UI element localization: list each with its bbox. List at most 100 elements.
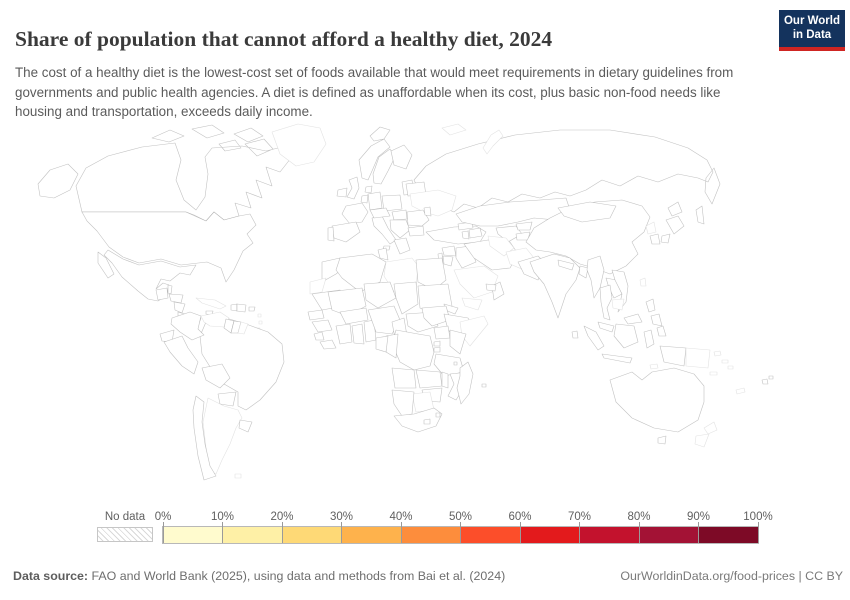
legend-bin-80-90%[interactable] (639, 527, 699, 543)
country-portugal[interactable] (327, 226, 335, 242)
country-greenland[interactable] (271, 123, 327, 167)
country-yemen[interactable] (461, 297, 483, 311)
legend-bin-0-10%[interactable] (163, 527, 223, 543)
country-poland[interactable] (381, 194, 403, 212)
country-french-guiana[interactable] (237, 321, 249, 335)
country-philippines[interactable] (645, 298, 667, 337)
country-kenya[interactable] (449, 329, 467, 355)
country-tunisia[interactable] (377, 247, 389, 261)
country-moldova[interactable] (423, 206, 432, 217)
country-gabon[interactable] (375, 335, 389, 353)
country-burkina-faso[interactable] (339, 307, 369, 325)
country-spain[interactable] (331, 221, 361, 243)
country-syria[interactable] (441, 245, 457, 257)
country-uzbekistan[interactable] (495, 225, 523, 243)
country-papua-new-guinea[interactable] (685, 347, 722, 376)
country-central-europe[interactable] (369, 207, 391, 219)
legend-no-data-swatch[interactable] (97, 527, 153, 542)
country-timor-leste[interactable] (649, 363, 659, 370)
country-uganda[interactable] (433, 325, 451, 340)
country-brazil[interactable] (199, 317, 285, 411)
country-dominican-republic[interactable] (236, 303, 247, 313)
country-canada[interactable] (75, 124, 292, 222)
country-drc[interactable] (391, 329, 435, 371)
country-sri-lanka[interactable] (571, 330, 579, 339)
owid-logo[interactable]: Our World in Data (779, 10, 845, 51)
country-south-africa[interactable] (393, 407, 443, 433)
country-peru[interactable] (163, 335, 199, 375)
country-romania[interactable] (406, 209, 430, 227)
country-colombia[interactable] (170, 311, 205, 341)
country-solomon-islands[interactable] (721, 359, 734, 370)
country-svalbard[interactable] (441, 123, 467, 136)
country-benelux[interactable] (360, 194, 369, 204)
country-mexico[interactable] (97, 249, 197, 302)
country-novaya-zemlya[interactable] (482, 129, 504, 155)
country-south-sudan[interactable] (421, 305, 451, 327)
country-honduras[interactable] (168, 293, 184, 304)
country-ukraine[interactable] (409, 189, 457, 217)
legend-bin-70-80%[interactable] (579, 527, 639, 543)
country-falkland-islands[interactable] (234, 473, 242, 479)
country-greece[interactable] (393, 237, 411, 255)
country-taiwan[interactable] (639, 277, 647, 287)
country-nicaragua[interactable] (173, 301, 186, 314)
country-south-korea[interactable] (649, 233, 661, 245)
country-tasmania[interactable] (657, 435, 667, 445)
country-mongolia[interactable] (557, 201, 617, 223)
country-new-caledonia[interactable] (735, 387, 746, 395)
country-sweden[interactable] (372, 148, 396, 185)
country-azerbaijan[interactable] (468, 227, 483, 239)
country-comoros[interactable] (453, 361, 458, 366)
country-belize[interactable] (167, 284, 173, 295)
country-chad[interactable] (393, 281, 419, 315)
country-kyrgyzstan[interactable] (515, 221, 533, 231)
country-jordan[interactable] (442, 255, 454, 267)
country-usa[interactable] (37, 163, 257, 283)
country-senegal[interactable] (307, 309, 325, 321)
country-puerto-rico[interactable] (248, 306, 256, 312)
country-germany[interactable] (367, 191, 383, 211)
country-niger[interactable] (363, 281, 397, 309)
country-western-balkans[interactable] (389, 219, 411, 239)
legend-bin-30-40%[interactable] (341, 527, 401, 543)
country-haiti[interactable] (230, 303, 238, 312)
country-saudi-arabia[interactable] (453, 265, 499, 299)
country-namibia[interactable] (391, 389, 415, 417)
country-guinea[interactable] (311, 319, 333, 333)
country-france[interactable] (341, 202, 369, 225)
country-thailand[interactable] (599, 284, 613, 321)
country-madagascar[interactable] (456, 361, 474, 405)
country-argentina[interactable] (202, 397, 243, 475)
legend-bin-20-30%[interactable] (282, 527, 342, 543)
country-lesotho[interactable] (423, 418, 431, 425)
country-armenia[interactable] (461, 230, 470, 240)
country-western-sahara[interactable] (309, 277, 327, 295)
legend-bin-60-70%[interactable] (520, 527, 580, 543)
country-cuba[interactable] (195, 297, 227, 310)
country-russia[interactable] (413, 129, 721, 225)
country-india[interactable] (529, 253, 581, 319)
country-ghana[interactable] (351, 323, 365, 345)
legend-bin-90-100%[interactable] (698, 527, 758, 543)
country-burundi[interactable] (433, 346, 441, 353)
country-cambodia[interactable] (611, 298, 625, 311)
country-united-kingdom[interactable] (346, 176, 360, 200)
country-myanmar[interactable] (586, 255, 605, 299)
country-rwanda[interactable] (433, 340, 441, 347)
country-new-zealand[interactable] (694, 421, 718, 448)
country-malawi[interactable] (441, 371, 449, 389)
country-liberia[interactable] (319, 339, 337, 350)
country-bolivia[interactable] (201, 363, 231, 389)
country-denmark[interactable] (364, 185, 373, 194)
country-norway[interactable] (358, 138, 391, 181)
country-uae[interactable] (485, 283, 497, 292)
country-sierra-leone[interactable] (313, 331, 325, 341)
country-guatemala[interactable] (155, 287, 169, 301)
country-fiji[interactable] (761, 375, 774, 385)
country-bulgaria[interactable] (407, 225, 425, 237)
country-malaysia[interactable] (597, 313, 643, 333)
country-paraguay[interactable] (217, 391, 237, 407)
country-japan[interactable] (660, 201, 685, 244)
country-chile[interactable] (192, 395, 217, 481)
